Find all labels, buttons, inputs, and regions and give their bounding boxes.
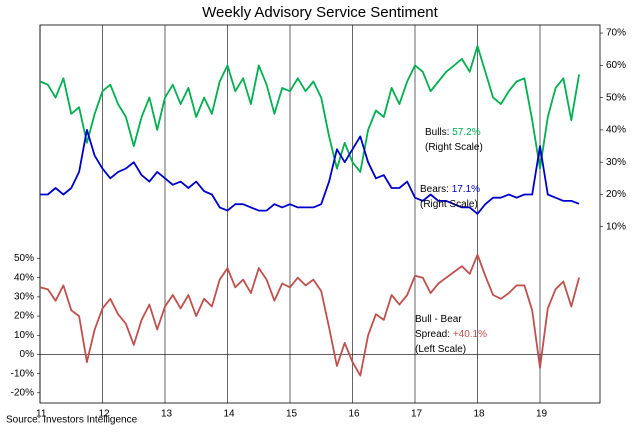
y-tick-label: -20%: [11, 387, 34, 398]
annotation: (Right Scale): [425, 142, 483, 153]
series-line: [39, 253, 580, 377]
annotation-text: (Right Scale): [420, 199, 478, 210]
annotation-text: (Right Scale): [425, 142, 483, 153]
x-tick-label: 15: [286, 409, 298, 420]
y2-tick-label: 10%: [606, 221, 626, 232]
annotation: Bulls: 57.2%: [425, 127, 481, 138]
annotation: Bull - Bear: [415, 314, 462, 325]
annotation: Bears: 17.1%: [420, 184, 480, 195]
y-tick-label: 20%: [14, 311, 34, 322]
y2-tick-label: 70%: [606, 28, 626, 39]
annotation: (Right Scale): [420, 199, 478, 210]
y2-tick-label: 30%: [606, 157, 626, 168]
x-tick-label: 19: [536, 409, 548, 420]
x-tick-label: 18: [474, 409, 486, 420]
x-tick-label: 14: [224, 409, 236, 420]
x-tick-label: 17: [411, 409, 423, 420]
y-tick-label: -10%: [11, 368, 34, 379]
chart-title: Weekly Advisory Service Sentiment: [202, 4, 438, 21]
series-line: [40, 129, 580, 215]
annotation-value: 17.1%: [452, 184, 480, 195]
x-tick-label: 16: [349, 409, 361, 420]
x-tick-label: 11: [36, 409, 47, 420]
annotation: (Left Scale): [415, 344, 466, 355]
series-line: [39, 45, 580, 173]
annotation-text: Spread:: [415, 329, 453, 340]
y-tick-label: 30%: [14, 292, 34, 303]
annotation-text: Bears:: [420, 184, 452, 195]
y-tick-label: 10%: [14, 330, 34, 341]
y2-tick-label: 60%: [606, 60, 626, 71]
annotation-text: Bulls:: [425, 127, 452, 138]
x-tick-label: 12: [99, 409, 111, 420]
y-tick-label: 0%: [20, 349, 35, 360]
annotation: Spread: +40.1%: [415, 329, 487, 340]
source: Source: Investors Intelligence: [6, 415, 138, 426]
annotation-text: (Left Scale): [415, 344, 466, 355]
y2-tick-label: 20%: [606, 189, 626, 200]
annotation-value: +40.1%: [453, 329, 487, 340]
y-tick-label: 50%: [14, 253, 34, 264]
y-tick-label: 40%: [14, 272, 34, 283]
x-tick-label: 13: [161, 409, 173, 420]
y2-tick-label: 50%: [606, 92, 626, 103]
y2-tick-label: 40%: [606, 125, 626, 136]
annotation-text: Bull - Bear: [415, 314, 462, 325]
annotation-value: 57.2%: [452, 127, 480, 138]
